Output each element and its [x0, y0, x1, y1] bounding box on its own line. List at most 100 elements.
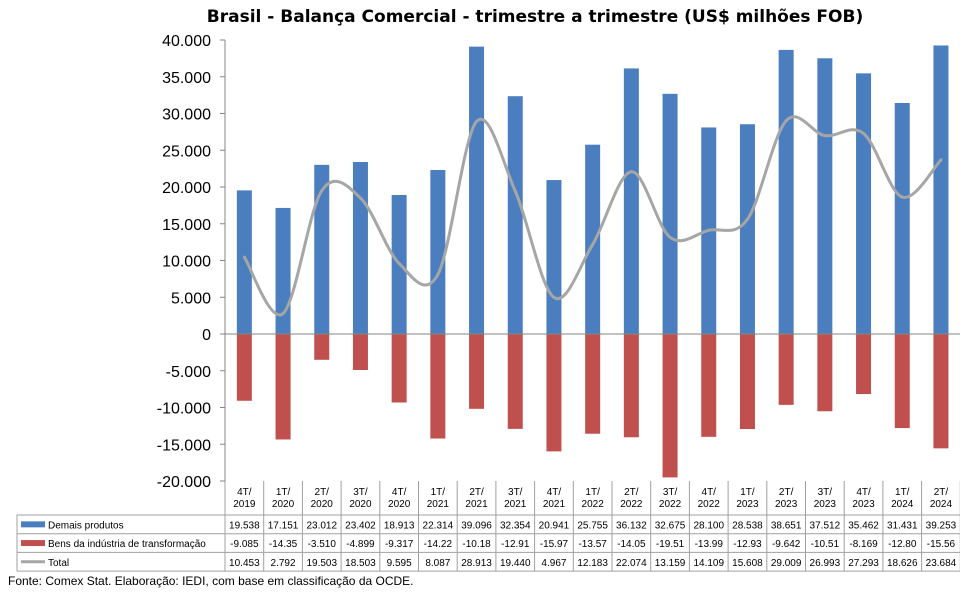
bar-bens-industria — [739, 334, 755, 430]
category-label-line: 2020 — [388, 499, 411, 510]
bar-bens-industria — [778, 334, 794, 405]
bar-bens-industria — [275, 334, 291, 440]
data-label: 27.293 — [848, 558, 879, 569]
y-tick-label: 5.000 — [171, 290, 211, 307]
bar-bens-industria — [856, 334, 872, 395]
category-label-line: 4T/ — [547, 487, 562, 498]
category-label: 2T/2022 — [620, 487, 643, 510]
category-label-line: 2T/ — [779, 487, 794, 498]
total-point — [436, 273, 440, 277]
y-tick-label: 20.000 — [162, 180, 211, 197]
category-label: 4T/2019 — [233, 487, 256, 510]
category-label: 1T/2024 — [891, 487, 914, 510]
data-label: 32.675 — [655, 520, 686, 531]
bar-bens-industria — [469, 334, 485, 409]
data-label: -15.97 — [540, 539, 569, 550]
total-point — [707, 228, 711, 232]
chart-title: Brasil - Balança Comercial - trimestre a… — [207, 7, 863, 27]
data-label: 19.503 — [306, 558, 337, 569]
bar-bens-industria — [352, 334, 368, 371]
category-label-line: 2T/ — [315, 487, 330, 498]
category-label-line: 2022 — [698, 499, 721, 510]
bar-demais-produtos — [236, 190, 252, 334]
bar-bens-industria — [391, 334, 407, 403]
data-label: -19.51 — [656, 539, 685, 550]
category-label-line: 4T/ — [392, 487, 407, 498]
category-label: 1T/2023 — [736, 487, 759, 510]
data-label: 18.503 — [345, 558, 376, 569]
data-label: 38.651 — [771, 520, 802, 531]
data-label: 18.626 — [887, 558, 918, 569]
bar-bens-industria — [585, 334, 601, 434]
data-label: 14.109 — [693, 558, 724, 569]
y-tick-label: -10.000 — [157, 401, 211, 418]
data-label: 4.967 — [541, 558, 566, 569]
bar-demais-produtos — [352, 161, 368, 334]
data-label: -15.56 — [927, 539, 956, 550]
total-point — [784, 119, 788, 123]
bar-demais-produtos — [275, 207, 291, 334]
data-label: -14.35 — [269, 539, 298, 550]
y-tick-label: 0 — [202, 327, 211, 344]
category-label-line: 1T/ — [431, 487, 446, 498]
data-label: 22.314 — [423, 520, 454, 531]
y-tick-label: -15.000 — [157, 437, 211, 454]
bar-demais-produtos — [314, 164, 330, 334]
category-label-line: 2021 — [543, 499, 566, 510]
y-tick-label: 15.000 — [162, 217, 211, 234]
total-line-series — [242, 115, 943, 317]
category-label: 4T/2022 — [698, 487, 721, 510]
total-point — [823, 134, 827, 138]
category-label: 1T/2021 — [427, 487, 450, 510]
bar-demais-produtos — [507, 96, 523, 335]
total-point — [242, 255, 246, 259]
bar-demais-produtos — [546, 180, 562, 334]
bar-demais-produtos — [662, 93, 678, 335]
bar-demais-produtos — [933, 45, 949, 335]
data-label: -12.93 — [733, 539, 762, 550]
data-label: -3.510 — [308, 539, 337, 550]
legend-key-bar — [21, 521, 45, 528]
source-note: Fonte: Comex Stat. Elaboração: IEDI, com… — [8, 574, 414, 588]
data-label: -10.18 — [462, 539, 491, 550]
legend-series-name: Bens da indústria de transformação — [48, 539, 206, 550]
category-label-line: 2020 — [272, 499, 295, 510]
bar-demais-produtos — [469, 46, 485, 334]
data-label: -10.51 — [811, 539, 840, 550]
total-point — [591, 242, 595, 246]
category-label-line: 2T/ — [624, 487, 639, 498]
category-label: 3T/2023 — [814, 487, 837, 510]
data-label: -8.169 — [849, 539, 878, 550]
category-label-line: 2022 — [620, 499, 643, 510]
total-point — [475, 119, 479, 123]
total-point — [397, 261, 401, 265]
category-label-line: 2T/ — [469, 487, 484, 498]
data-label: 13.159 — [655, 558, 686, 569]
category-label: 2T/2023 — [775, 487, 798, 510]
category-label: 1T/2022 — [582, 487, 605, 510]
y-tick-label: 40.000 — [162, 33, 211, 50]
y-tick-label: 25.000 — [162, 143, 211, 160]
category-label-line: 1T/ — [895, 487, 910, 498]
total-point — [320, 189, 324, 193]
bar-demais-produtos — [894, 102, 910, 334]
data-label: 29.009 — [771, 558, 802, 569]
bar-bens-industria — [701, 334, 717, 437]
category-label-line: 3T/ — [353, 487, 368, 498]
category-label-line: 2024 — [930, 499, 953, 510]
category-label-line: 2022 — [582, 499, 605, 510]
category-label-line: 2020 — [311, 499, 334, 510]
bar-bens-industria — [894, 334, 910, 429]
bar-bens-industria — [314, 334, 330, 360]
data-label: -12.91 — [501, 539, 530, 550]
category-label-line: 2021 — [504, 499, 527, 510]
bar-demais-produtos — [856, 73, 872, 334]
bar-bens-industria — [662, 334, 678, 478]
data-label: 22.074 — [616, 558, 647, 569]
data-label: 23.012 — [306, 520, 337, 531]
bar-bens-industria — [623, 334, 639, 438]
category-label: 3T/2021 — [504, 487, 527, 510]
legend-key-bar — [21, 540, 45, 547]
category-label-line: 4T/ — [702, 487, 717, 498]
y-tick-label: 35.000 — [162, 70, 211, 87]
